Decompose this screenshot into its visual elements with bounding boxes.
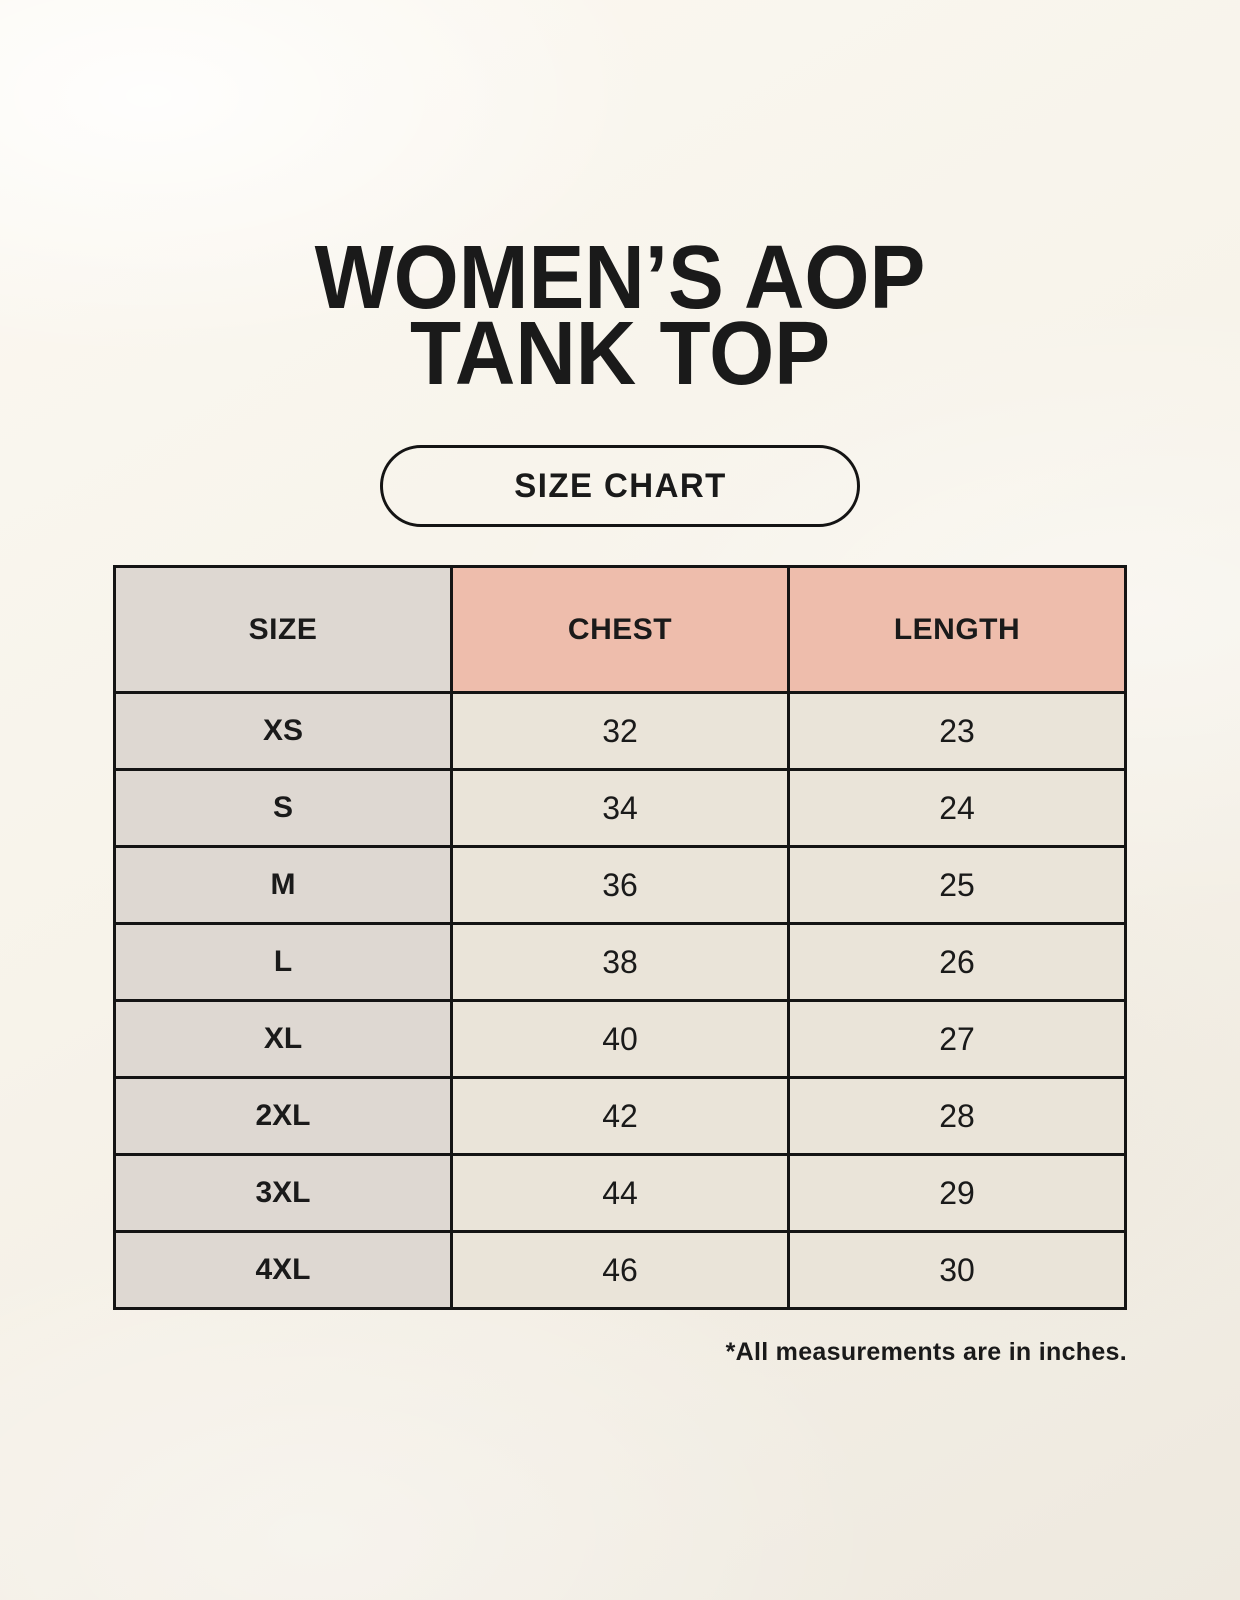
page-title-line2: TANK TOP	[409, 304, 831, 404]
table-row: S 34 24	[113, 768, 1127, 848]
length-cell: 24	[787, 768, 1127, 848]
table-row: 3XL 44 29	[113, 1153, 1127, 1233]
column-header-size: SIZE	[113, 565, 453, 694]
length-cell: 27	[787, 999, 1127, 1079]
page-title-line1: WOMEN’S AOP	[314, 228, 926, 328]
length-cell: 29	[787, 1153, 1127, 1233]
size-cell: 4XL	[113, 1230, 453, 1310]
chest-cell: 32	[450, 691, 790, 771]
size-chart-badge-label: SIZE CHART	[513, 466, 727, 505]
size-chart-table: SIZE CHEST LENGTH XS 32 23 S 34 24 M 36 …	[113, 565, 1127, 1310]
length-cell: 30	[787, 1230, 1127, 1310]
chest-cell: 44	[450, 1153, 790, 1233]
measurements-footnote: *All measurements are in inches.	[725, 1338, 1127, 1366]
size-cell: M	[113, 845, 453, 925]
table-row: XL 40 27	[113, 999, 1127, 1079]
size-cell: XS	[113, 691, 453, 771]
size-cell: S	[113, 768, 453, 848]
column-header-chest: CHEST	[450, 565, 790, 694]
size-cell: XL	[113, 999, 453, 1079]
length-cell: 26	[787, 922, 1127, 1002]
table-row: 2XL 42 28	[113, 1076, 1127, 1156]
size-cell: 2XL	[113, 1076, 453, 1156]
chest-cell: 34	[450, 768, 790, 848]
size-cell: 3XL	[113, 1153, 453, 1233]
chest-cell: 46	[450, 1230, 790, 1310]
chest-cell: 40	[450, 999, 790, 1079]
chest-cell: 42	[450, 1076, 790, 1156]
table-header-row: SIZE CHEST LENGTH	[113, 565, 1127, 694]
table-row: XS 32 23	[113, 691, 1127, 771]
table-row: M 36 25	[113, 845, 1127, 925]
chest-cell: 36	[450, 845, 790, 925]
table-row: 4XL 46 30	[113, 1230, 1127, 1310]
size-chart-badge: SIZE CHART	[380, 445, 860, 527]
table-row: L 38 26	[113, 922, 1127, 1002]
page-title: WOMEN’S AOP TANK TOP	[43, 233, 1196, 399]
chest-cell: 38	[450, 922, 790, 1002]
size-cell: L	[113, 922, 453, 1002]
length-cell: 23	[787, 691, 1127, 771]
length-cell: 28	[787, 1076, 1127, 1156]
length-cell: 25	[787, 845, 1127, 925]
column-header-length: LENGTH	[787, 565, 1127, 694]
